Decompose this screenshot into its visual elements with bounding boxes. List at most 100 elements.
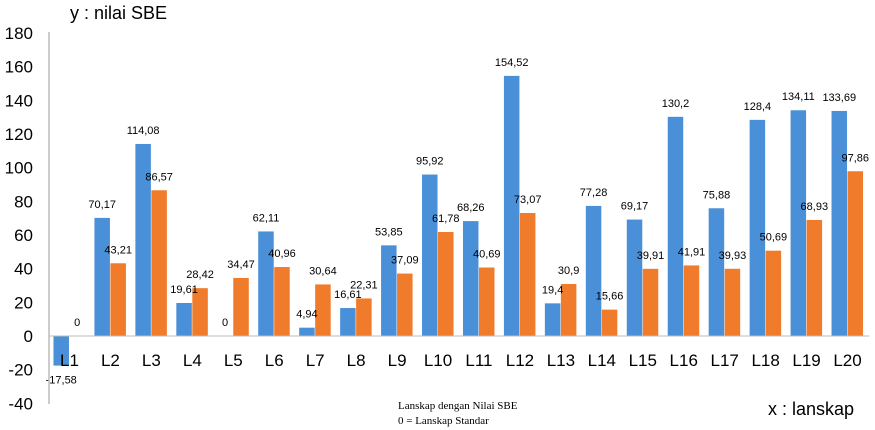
y-tick-label: 160 [5,58,33,77]
data-label: 0 [222,317,228,329]
data-label: 62,11 [253,212,280,224]
data-label: 41,91 [678,246,706,258]
bar-orange [110,263,126,336]
data-label: 34,47 [227,259,255,271]
data-label: 39,93 [719,250,747,262]
bar-blue [422,174,438,336]
bar-orange [356,298,372,336]
bar-orange [438,232,454,336]
data-label: 97,86 [842,152,870,164]
x-tick-label: L10 [424,351,452,370]
x-tick-label: L13 [547,351,575,370]
x-tick-label: L6 [265,351,284,370]
bar-orange [274,267,290,336]
data-label: 40,69 [473,249,501,261]
bar-orange [765,250,782,336]
x-tick-label: L12 [506,351,534,370]
bar-blue [381,245,397,336]
bar-blue [503,75,520,337]
x-tick-label: L9 [388,351,407,370]
x-tick-label: L5 [224,351,243,370]
data-label: 28,42 [186,269,214,281]
data-label: 133,69 [822,92,856,104]
bar-orange [478,267,495,336]
x-tick-label: L8 [347,351,366,370]
bar-orange [233,277,249,336]
x-tick-label: L3 [142,351,161,370]
data-label: 73,07 [514,194,542,206]
data-label: 16,61 [334,289,362,301]
data-label: 15,66 [596,291,624,303]
data-label: 75,88 [703,189,731,201]
bar-orange [601,309,618,336]
y-axis-title: y : nilai SBE [70,3,167,23]
bar-blue [667,116,684,336]
bar-blue [340,308,356,336]
bar-blue [299,327,315,336]
annotation-1: Lanskap dengan Nilai SBE [398,400,518,412]
bar-blue [135,143,151,336]
x-tick-label: L15 [629,351,657,370]
bar-blue [462,221,479,336]
data-label: 22,31 [350,279,378,291]
bar-orange [560,283,577,336]
x-axis-title: x : lanskap [768,399,854,419]
data-label: 128,4 [744,101,772,113]
data-label: 19,4 [542,284,563,296]
bar-orange [315,284,331,336]
bar-orange [192,288,208,336]
bar-blue [585,205,602,336]
data-label: 39,91 [637,250,665,262]
bar-orange [519,212,536,336]
x-tick-label: L16 [670,351,698,370]
y-tick-label: 60 [14,226,33,245]
bar-blue [708,208,725,336]
bar-blue [258,231,274,336]
bar-orange [847,171,864,336]
data-label: -17,58 [46,375,77,387]
x-tick-label: L11 [465,351,492,370]
bar-orange [397,273,413,336]
data-label: 68,26 [457,202,485,214]
x-tick-label: L2 [101,351,120,370]
bar-blue [544,303,561,336]
bar-orange [724,268,741,336]
bar-orange [806,219,823,336]
data-label: 154,52 [495,57,529,69]
y-tick-label: 120 [5,125,33,144]
data-label: 40,96 [268,248,296,260]
bar-blue [626,219,643,336]
data-label: 114,08 [127,125,160,137]
data-label: 86,57 [145,171,173,183]
data-label: 37,09 [391,255,419,267]
bar-orange [151,190,167,336]
x-tick-label: L19 [792,351,820,370]
x-tick-label: L14 [588,351,616,370]
data-label: 43,21 [104,244,132,256]
y-tick-label: 100 [5,159,33,178]
bar-blue [749,119,766,336]
y-tick-label: 180 [5,24,33,43]
data-label: 50,69 [760,232,788,244]
data-label: 61,78 [432,213,460,225]
data-label: 95,92 [416,156,444,168]
data-label: 70,17 [88,199,116,211]
data-label: 0 [74,317,80,329]
bar-orange [683,265,700,336]
data-label: 130,2 [662,98,690,110]
bar-blue [53,336,69,366]
bar-blue [176,302,192,336]
x-tick-label: L17 [710,351,738,370]
y-tick-label: -40 [8,394,33,413]
bar-blue [94,217,110,336]
y-tick-label: -20 [8,361,33,380]
x-tick-label: L7 [306,351,325,370]
data-label: 68,93 [801,201,829,213]
data-label: 19,61 [170,284,198,296]
bar-blue [831,110,848,336]
y-tick-label: 80 [14,192,33,211]
y-tick-label: 0 [24,327,33,346]
data-label: 30,9 [558,265,579,277]
